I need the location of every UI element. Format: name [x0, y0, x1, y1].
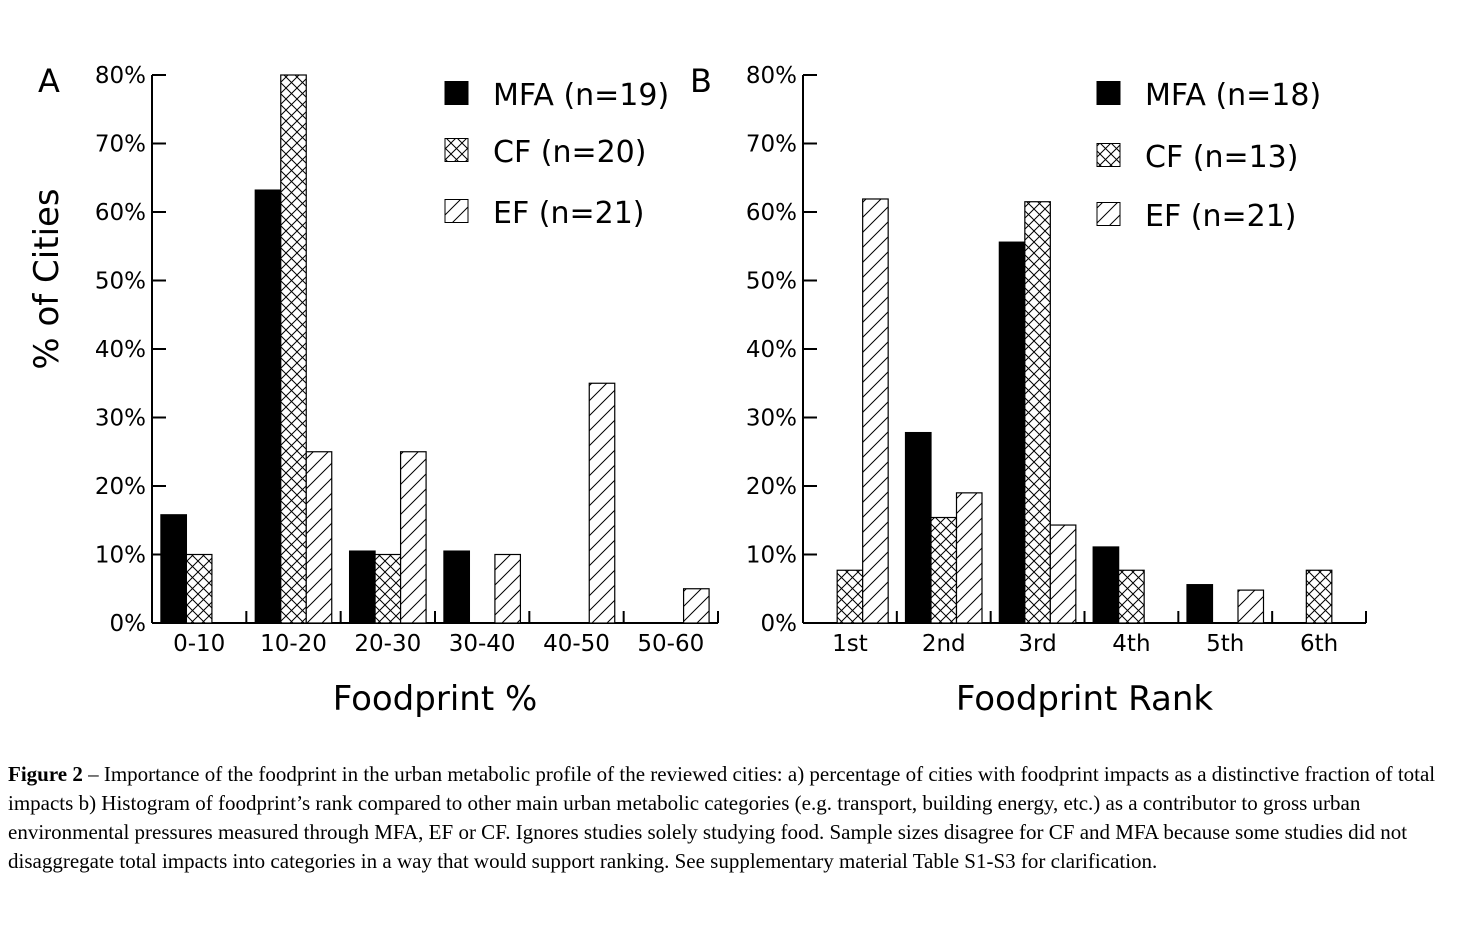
bar-solid — [998, 241, 1026, 624]
bar-crosshatch — [1118, 569, 1145, 624]
y-tick-label: 10% — [746, 543, 797, 569]
legend-swatch-diagonal — [444, 199, 469, 223]
legend-label: EF (n=21) — [1145, 199, 1296, 234]
caption-label: Figure 2 — [8, 762, 83, 786]
bar-diagonal — [682, 588, 710, 624]
x-tick-label: 5th — [1206, 631, 1244, 657]
bar-crosshatch — [185, 553, 213, 624]
bar-crosshatch — [1024, 201, 1051, 624]
bar-diagonal — [588, 382, 616, 624]
y-tick-label: 20% — [746, 474, 797, 500]
y-tick-label: 50% — [95, 269, 146, 295]
figure-caption: Figure 2 – Importance of the foodprint i… — [8, 760, 1458, 876]
legend-label: EF (n=21) — [493, 196, 644, 231]
x-tick-label: 6th — [1300, 631, 1338, 657]
figure-2-charts: 0% 10% 20% 30% 40% 50% 60% 70% 80% 0-10 10-20 20-30… — [27, 62, 1367, 719]
panel-letter: B — [690, 62, 712, 100]
x-tick-label: 40-50 — [543, 631, 610, 657]
bar-diagonal — [399, 451, 427, 624]
bar-solid — [443, 550, 471, 624]
y-tick-label: 40% — [95, 337, 146, 363]
bar-solid — [1092, 546, 1120, 624]
legend-label: MFA (n=19) — [493, 78, 669, 113]
panel-a-chart: 0% 10% 20% 30% 40% 50% 60% 70% 80% 0-10 10-20 20-30… — [27, 62, 719, 719]
x-tick-label: 1st — [832, 631, 868, 657]
y-tick-label: 80% — [95, 63, 146, 89]
x-tick-label: 50-60 — [637, 631, 704, 657]
y-tick-label: 0% — [761, 611, 798, 637]
y-tick-label: 70% — [746, 132, 797, 158]
x-tick-label: 10-20 — [260, 631, 327, 657]
panel-letter: A — [38, 62, 60, 100]
x-axis-title: Foodprint % — [333, 679, 538, 719]
bar-diagonal — [1237, 589, 1265, 624]
y-tick-label: 60% — [746, 200, 797, 226]
legend-swatch-diagonal — [1096, 202, 1121, 226]
bar-diagonal — [955, 492, 983, 624]
y-tick-label: 30% — [746, 406, 797, 432]
bar-solid — [348, 550, 376, 624]
bar-crosshatch — [930, 516, 958, 624]
y-tick-label: 0% — [110, 611, 147, 637]
bar-diagonal — [862, 198, 889, 624]
bar-diagonal — [1049, 524, 1077, 624]
legend-label: CF (n=20) — [493, 135, 646, 170]
bar-solid — [160, 514, 188, 624]
y-tick-label: 20% — [95, 474, 146, 500]
x-tick-label: 3rd — [1018, 631, 1056, 657]
bar-crosshatch — [836, 569, 864, 624]
bar-solid — [1186, 584, 1214, 624]
y-tick-label: 30% — [95, 406, 146, 432]
x-tick-label: 0-10 — [173, 631, 225, 657]
y-tick-label: 70% — [95, 132, 146, 158]
bar-crosshatch — [280, 74, 307, 624]
legend-swatch-solid — [1096, 81, 1121, 105]
y-tick-label: 40% — [746, 337, 797, 363]
legend-label: MFA (n=18) — [1145, 78, 1321, 113]
x-axis-title: Foodprint Rank — [956, 679, 1213, 719]
x-tick-label: 30-40 — [449, 631, 516, 657]
caption-text: – Importance of the foodprint in the urb… — [8, 762, 1436, 873]
legend-swatch-crosshatch — [1096, 143, 1121, 167]
panel-b-chart: 0% 10% 20% 30% 40% 50% 60% 70% 80% 1st 2nd 3rd 4th 5t… — [690, 62, 1367, 719]
y-axis-title: % of Cities — [27, 188, 67, 369]
y-tick-label: 80% — [746, 63, 797, 89]
x-tick-label: 4th — [1112, 631, 1150, 657]
x-tick-label: 20-30 — [354, 631, 421, 657]
legend-swatch-solid — [444, 81, 469, 105]
legend-swatch-crosshatch — [444, 138, 469, 162]
bar-crosshatch — [374, 553, 402, 624]
bar-solid — [904, 431, 932, 624]
y-tick-label: 60% — [95, 200, 146, 226]
bar-diagonal — [305, 451, 333, 624]
bar-diagonal — [494, 553, 522, 624]
bar-crosshatch — [1305, 569, 1333, 624]
y-tick-label: 10% — [95, 543, 146, 569]
x-tick-label: 2nd — [922, 631, 966, 657]
bar-solid — [254, 189, 282, 624]
legend-label: CF (n=13) — [1145, 140, 1298, 175]
y-tick-label: 50% — [746, 269, 797, 295]
